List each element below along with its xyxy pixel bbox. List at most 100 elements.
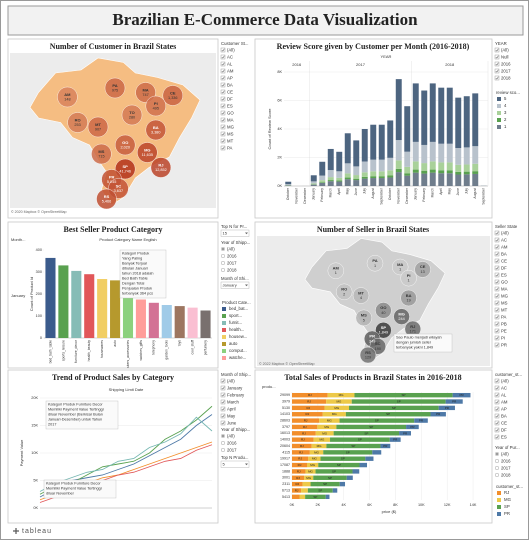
- filter-item[interactable]: DF: [501, 265, 507, 270]
- checkbox[interactable]: [220, 61, 226, 67]
- filter-item[interactable]: PE: [501, 328, 507, 333]
- filter-item[interactable]: (All): [501, 47, 509, 52]
- checkbox[interactable]: [220, 413, 226, 419]
- filter-item[interactable]: 2016: [501, 458, 511, 463]
- filter-item[interactable]: 2017: [227, 447, 237, 452]
- radio[interactable]: [495, 473, 500, 478]
- filter-item[interactable]: PB: [501, 321, 507, 326]
- filter-item[interactable]: GO: [501, 279, 508, 284]
- filter-item[interactable]: MT: [501, 307, 508, 312]
- filter-item[interactable]: 2017: [227, 260, 237, 265]
- dropdown[interactable]: [220, 460, 250, 468]
- radio[interactable]: [495, 466, 500, 471]
- filter-item[interactable]: 2016: [501, 61, 511, 66]
- checkbox[interactable]: [220, 75, 226, 81]
- radio[interactable]: [220, 268, 225, 273]
- filter-item[interactable]: January: [227, 385, 243, 390]
- filter-item[interactable]: AL: [501, 392, 507, 397]
- filter-item[interactable]: 2017: [501, 68, 511, 73]
- filter-item[interactable]: PR: [501, 342, 507, 347]
- checkbox[interactable]: [220, 110, 226, 116]
- checkbox[interactable]: [220, 420, 226, 426]
- radio[interactable]: [495, 459, 500, 464]
- checkbox[interactable]: [220, 89, 226, 95]
- filter-item[interactable]: 2018: [227, 267, 237, 272]
- checkbox[interactable]: [494, 413, 500, 419]
- filter-item[interactable]: ES: [227, 103, 233, 108]
- filter-item[interactable]: May: [227, 413, 236, 418]
- filter-item[interactable]: AC: [501, 237, 507, 242]
- filter-item[interactable]: March: [227, 399, 240, 404]
- checkbox[interactable]: [220, 406, 226, 412]
- checkbox[interactable]: [494, 427, 500, 433]
- filter-item[interactable]: ES: [501, 434, 507, 439]
- filter-item[interactable]: 2018: [501, 75, 511, 80]
- filter-item[interactable]: 2017: [501, 465, 511, 470]
- checkbox[interactable]: [220, 131, 226, 137]
- filter-item[interactable]: PI: [501, 335, 505, 340]
- checkbox[interactable]: [494, 230, 500, 236]
- checkbox[interactable]: [220, 385, 226, 391]
- checkbox[interactable]: [494, 420, 500, 426]
- filter-item[interactable]: BA: [501, 413, 507, 418]
- filter-item[interactable]: CE: [501, 258, 507, 263]
- checkbox[interactable]: [494, 258, 500, 264]
- checkbox[interactable]: [220, 399, 226, 405]
- filter-item[interactable]: BA: [227, 82, 233, 87]
- checkbox[interactable]: [494, 47, 500, 53]
- checkbox[interactable]: [494, 399, 500, 405]
- radio[interactable]: [220, 441, 225, 446]
- filter-item[interactable]: April: [227, 406, 236, 411]
- checkbox[interactable]: [220, 47, 226, 53]
- radio[interactable]: [220, 448, 225, 453]
- checkbox[interactable]: [220, 392, 226, 398]
- radio[interactable]: [220, 261, 225, 266]
- filter-item[interactable]: PA: [227, 145, 233, 150]
- filter-item[interactable]: GO: [227, 110, 234, 115]
- filter-item[interactable]: CE: [227, 89, 233, 94]
- checkbox[interactable]: [494, 286, 500, 292]
- filter-item[interactable]: 2016: [227, 440, 237, 445]
- checkbox[interactable]: [494, 392, 500, 398]
- filter-item[interactable]: CE: [501, 420, 507, 425]
- filter-item[interactable]: PA: [501, 314, 507, 319]
- dropdown[interactable]: [220, 281, 250, 289]
- filter-item[interactable]: AM: [501, 399, 508, 404]
- checkbox[interactable]: [220, 145, 226, 151]
- filter-item[interactable]: AC: [227, 54, 233, 59]
- checkbox[interactable]: [494, 265, 500, 271]
- filter-item[interactable]: (All): [227, 47, 235, 52]
- checkbox[interactable]: [494, 314, 500, 320]
- filter-item[interactable]: MS: [227, 131, 234, 136]
- filter-item[interactable]: (All): [227, 433, 235, 438]
- filter-item[interactable]: AC: [501, 385, 507, 390]
- checkbox[interactable]: [494, 272, 500, 278]
- checkbox[interactable]: [494, 244, 500, 250]
- checkbox[interactable]: [220, 82, 226, 88]
- filter-item[interactable]: June: [227, 420, 237, 425]
- checkbox[interactable]: [494, 75, 500, 81]
- checkbox[interactable]: [220, 124, 226, 130]
- checkbox[interactable]: [494, 293, 500, 299]
- filter-item[interactable]: (All): [227, 246, 235, 251]
- filter-item[interactable]: Null: [501, 54, 508, 59]
- checkbox[interactable]: [494, 54, 500, 60]
- filter-item[interactable]: MG: [227, 124, 235, 129]
- filter-item[interactable]: MS: [501, 300, 508, 305]
- filter-item[interactable]: DF: [501, 427, 507, 432]
- filter-item[interactable]: BA: [501, 251, 507, 256]
- checkbox[interactable]: [494, 342, 500, 348]
- checkbox[interactable]: [494, 385, 500, 391]
- checkbox[interactable]: [220, 138, 226, 144]
- filter-item[interactable]: AL: [227, 61, 233, 66]
- filter-item[interactable]: (All): [227, 378, 235, 383]
- checkbox[interactable]: [494, 251, 500, 257]
- filter-item[interactable]: (All): [501, 230, 509, 235]
- filter-item[interactable]: (All): [501, 451, 509, 456]
- checkbox[interactable]: [220, 96, 226, 102]
- checkbox[interactable]: [494, 279, 500, 285]
- checkbox[interactable]: [494, 406, 500, 412]
- filter-item[interactable]: MT: [227, 138, 234, 143]
- filter-item[interactable]: AM: [227, 68, 234, 73]
- checkbox[interactable]: [220, 117, 226, 123]
